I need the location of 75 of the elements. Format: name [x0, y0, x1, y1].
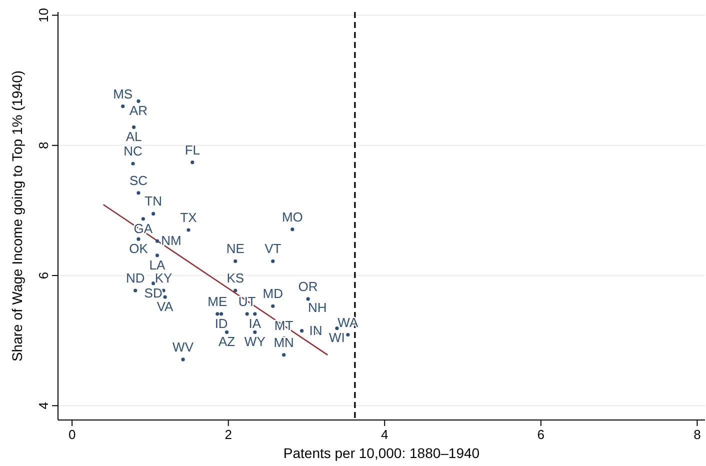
point: [216, 312, 220, 316]
data-label: IA: [248, 316, 262, 331]
point: [190, 160, 194, 164]
data-label: MD: [262, 286, 283, 302]
data-label: OK: [129, 241, 148, 256]
data-label: AR: [129, 103, 148, 118]
point: [132, 125, 136, 129]
point: [253, 312, 257, 316]
y-tick-label: 4: [36, 402, 51, 410]
point: [290, 228, 294, 232]
point: [271, 304, 275, 308]
point: [282, 353, 286, 357]
data-label: ME: [208, 294, 228, 309]
data-label: MS: [113, 86, 133, 102]
point: [136, 99, 140, 103]
point: [152, 282, 156, 286]
x-axis-title: Patents per 10,000: 1880–1940: [283, 445, 480, 461]
data-label: SC: [129, 172, 148, 188]
point: [136, 237, 140, 241]
x-tick-label: 6: [537, 427, 545, 442]
data-label: FL: [184, 142, 200, 158]
point: [253, 330, 257, 334]
data-label: SD: [144, 285, 162, 300]
data-label: OR: [298, 278, 318, 294]
data-label: NE: [226, 241, 245, 256]
point: [346, 332, 350, 337]
y-axis-title: Share of Wage Income going to Top 1% (1940): [9, 70, 25, 362]
point: [163, 295, 167, 299]
y-tick-label: 8: [36, 142, 51, 150]
data-label: IN: [309, 322, 322, 338]
data-label: KS: [226, 270, 244, 286]
x-tick-label: 0: [68, 427, 76, 442]
point: [306, 297, 310, 301]
point: [300, 329, 304, 333]
point: [234, 259, 238, 264]
data-label: AZ: [218, 334, 236, 350]
point: [335, 326, 339, 330]
point: [220, 312, 224, 316]
data-label: ND: [126, 270, 145, 286]
point: [186, 228, 190, 232]
data-label: TN: [144, 194, 162, 209]
point: [155, 254, 160, 258]
data-label: NH: [308, 300, 327, 316]
point: [245, 312, 249, 316]
point: [121, 104, 125, 108]
x-tick-label: 2: [224, 427, 232, 442]
point: [136, 191, 140, 195]
point: [234, 288, 238, 292]
data-label: AL: [126, 129, 142, 144]
point: [134, 288, 138, 292]
y-tick-label: 10: [36, 8, 51, 22]
y-tick-label: 6: [36, 272, 51, 280]
data-label: TX: [180, 210, 198, 225]
point: [131, 162, 135, 166]
data-label: VA: [156, 299, 174, 314]
data-label: KY: [154, 270, 172, 286]
data-label: MN: [274, 334, 294, 350]
point: [155, 239, 160, 243]
point: [271, 259, 275, 264]
data-label: ID: [214, 316, 228, 331]
x-tick-label: 4: [381, 427, 388, 442]
data-label: WI: [329, 330, 345, 346]
x-tick-label: 8: [694, 427, 701, 442]
data-label: VT: [264, 241, 282, 256]
point: [152, 212, 156, 216]
data-label: MO: [282, 209, 303, 224]
data-label: NC: [124, 144, 142, 159]
data-label: WY: [244, 334, 266, 350]
data-label: WA: [338, 314, 358, 330]
data-label: WV: [172, 339, 194, 354]
point: [181, 358, 185, 362]
point: [141, 217, 145, 221]
data-label: LA: [149, 257, 166, 272]
data-label: NM: [161, 233, 182, 248]
point: [224, 330, 229, 334]
